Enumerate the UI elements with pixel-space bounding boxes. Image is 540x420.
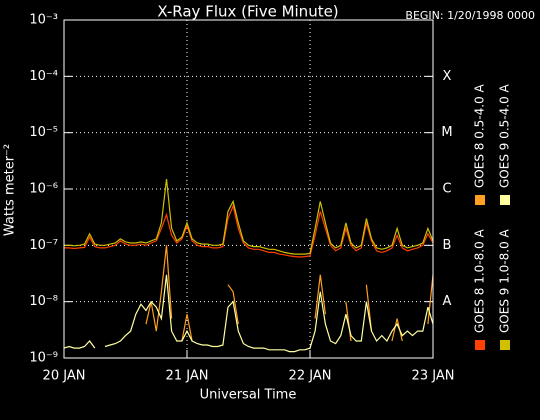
chart-title: X-Ray Flux (Five Minute): [157, 3, 338, 21]
legend-swatch: [500, 195, 510, 205]
y-tick-label: 10⁻⁶: [29, 182, 58, 197]
legend-swatch: [475, 195, 485, 205]
series-line: [64, 179, 434, 255]
legend-label: GOES 9 0.5-4.0 A: [498, 83, 512, 188]
class-label: X: [443, 69, 452, 84]
y-tick-label: 10⁻⁴: [29, 69, 58, 84]
y-tick-label: 10⁻⁸: [29, 294, 58, 309]
y-tick-label: 10⁻⁷: [29, 238, 58, 253]
legend-label: GOES 9 1.0-8.0 A: [498, 228, 512, 333]
class-label: C: [442, 182, 451, 197]
subtitle: BEGIN: 1/20/1998 0000: [405, 9, 535, 22]
class-label: M: [441, 125, 452, 140]
class-label: B: [443, 238, 452, 253]
legend-swatch: [475, 340, 485, 350]
legend-label: GOES 8 1.0-8.0 A: [473, 228, 487, 333]
x-axis-label: Universal Time: [200, 388, 297, 403]
y-tick-label: 10⁻⁵: [29, 125, 58, 140]
legend-label: GOES 8 0.5-4.0 A: [473, 83, 487, 188]
x-tick-label: 21 JAN: [166, 369, 209, 384]
x-tick-label: 22 JAN: [289, 369, 332, 384]
series-line: [63, 274, 434, 353]
legend-swatch: [500, 340, 510, 350]
y-tick-label: 10⁻⁹: [29, 351, 58, 366]
class-label: A: [443, 294, 452, 309]
y-tick-label: 10⁻³: [29, 13, 58, 28]
y-axis-label: Watts meter⁻²: [3, 144, 18, 236]
plot-frame: [63, 19, 434, 359]
series-line: [64, 204, 434, 258]
x-tick-label: 20 JAN: [43, 369, 86, 384]
x-tick-label: 23 JAN: [412, 369, 455, 384]
